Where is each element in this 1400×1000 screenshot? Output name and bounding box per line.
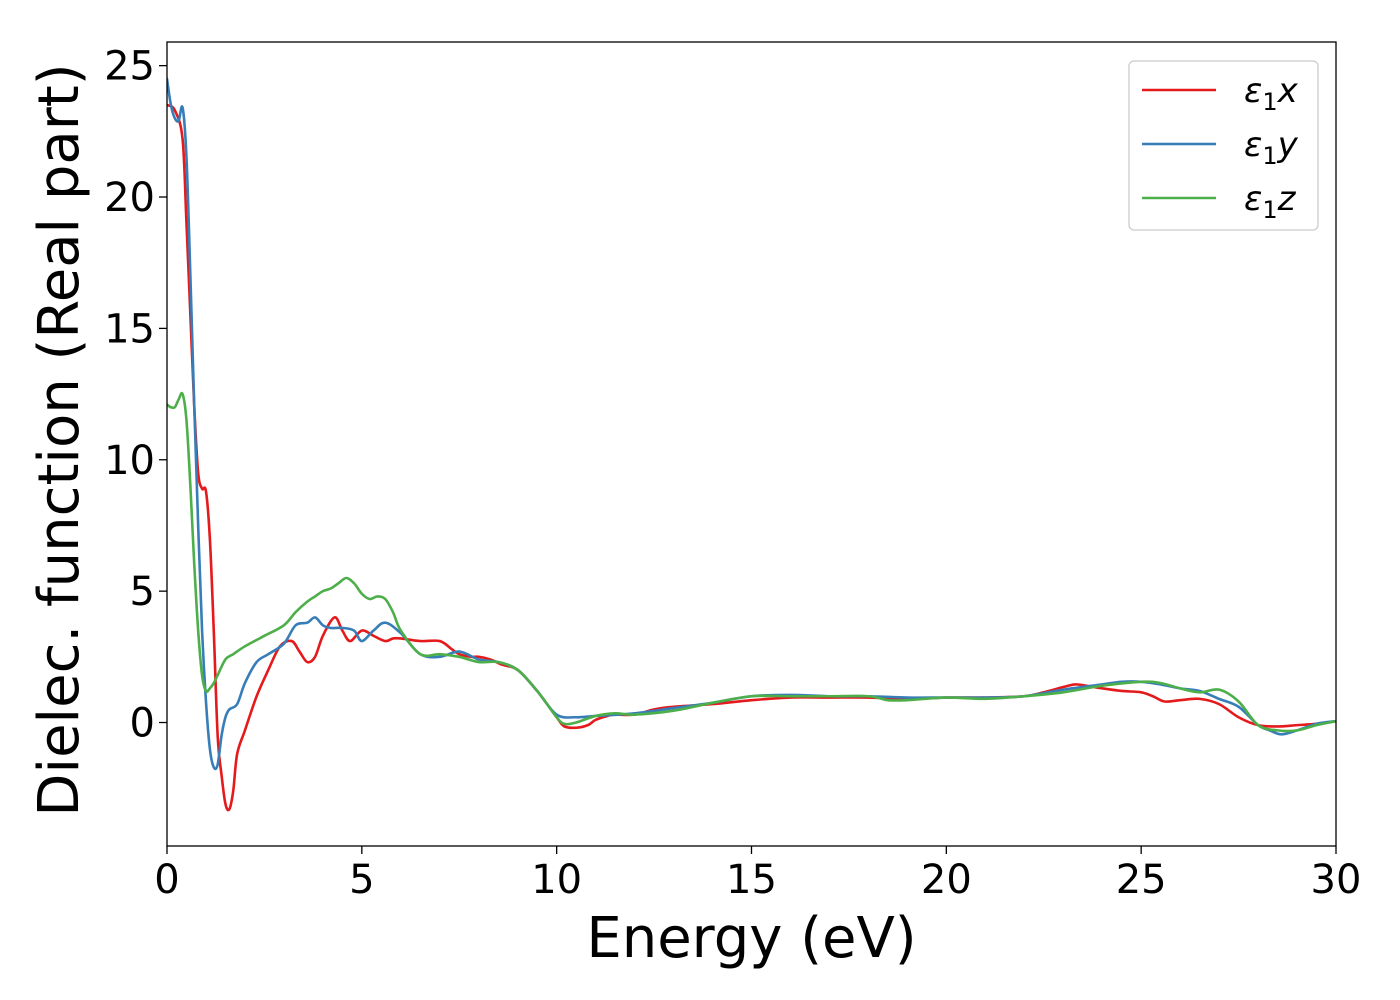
x-axis-title: Energy (eV) [586,906,916,971]
y-tick-label: 5 [130,569,155,615]
y-tick-label: 10 [104,438,155,484]
x-tick-label: 0 [154,857,179,903]
y-axis-title: Dielec. function (Real part) [27,63,92,816]
y-tick-label: 25 [104,44,155,90]
x-tick-label: 30 [1311,857,1362,903]
x-tick-label: 10 [531,857,582,903]
axis-ticks: 0 5 10 15 20 25 30 0 5 10 15 20 25 [104,44,1361,903]
y-tick-label: 20 [104,175,155,221]
x-tick-label: 5 [349,857,374,903]
y-tick-label: 15 [104,306,155,352]
legend-box [1128,60,1319,231]
legend-label-x: ε1x [1244,71,1299,116]
series-layer [167,77,1336,812]
legend-label-z: ε1z [1244,179,1297,224]
legend-label-y: ε1y [1244,125,1299,170]
x-tick-label: 15 [726,857,777,903]
legend: ε1x ε1y ε1z [1128,60,1319,231]
x-tick-label: 25 [1116,857,1167,903]
series-line-z [167,391,1336,733]
x-tick-label: 20 [921,857,972,903]
y-tick-label: 0 [130,701,155,747]
